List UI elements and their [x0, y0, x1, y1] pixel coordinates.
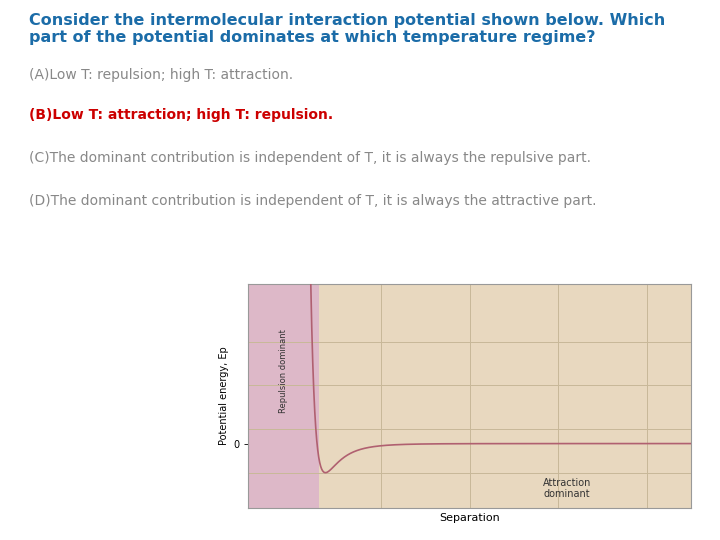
X-axis label: Separation: Separation — [439, 513, 500, 523]
Text: (D)The dominant contribution is independent of T, it is always the attractive pa: (D)The dominant contribution is independ… — [29, 194, 596, 208]
Bar — [248, 284, 319, 508]
Text: Repulsion dominant: Repulsion dominant — [279, 329, 288, 413]
Text: (B)Low T: attraction; high T: repulsion.: (B)Low T: attraction; high T: repulsion. — [29, 108, 333, 122]
Text: Attraction
dominant: Attraction dominant — [543, 478, 591, 500]
Text: part of the potential dominates at which temperature regime?: part of the potential dominates at which… — [29, 30, 595, 45]
Text: Consider the intermolecular interaction potential shown below. Which: Consider the intermolecular interaction … — [29, 14, 665, 29]
Text: (A)Low T: repulsion; high T: attraction.: (A)Low T: repulsion; high T: attraction. — [29, 68, 293, 82]
Text: (C)The dominant contribution is independent of T, it is always the repulsive par: (C)The dominant contribution is independ… — [29, 151, 591, 165]
Y-axis label: Potential energy, Ep: Potential energy, Ep — [219, 346, 229, 445]
Bar — [319, 284, 691, 508]
